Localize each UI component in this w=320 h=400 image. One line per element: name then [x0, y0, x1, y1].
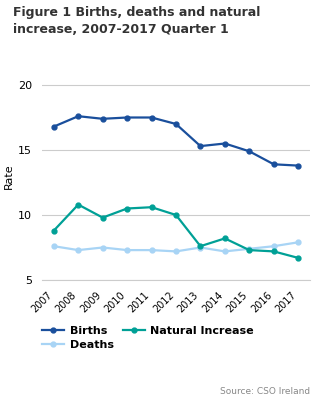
Births [125, 115, 129, 120]
Deaths [76, 248, 80, 252]
Deaths [174, 249, 178, 254]
Natural Increase [247, 248, 251, 252]
Natural Increase [272, 249, 276, 254]
Line: Deaths: Deaths [52, 240, 300, 254]
Line: Natural Increase: Natural Increase [52, 202, 300, 260]
Deaths [150, 248, 154, 252]
Natural Increase [174, 213, 178, 218]
Text: Figure 1 Births, deaths and natural
increase, 2007-2017 Quarter 1: Figure 1 Births, deaths and natural incr… [13, 6, 260, 36]
Births [223, 141, 227, 146]
Births [272, 162, 276, 167]
Births [174, 122, 178, 126]
Deaths [223, 249, 227, 254]
Deaths [198, 245, 202, 250]
Deaths [125, 248, 129, 252]
Y-axis label: Rate: Rate [4, 163, 13, 189]
Text: Source: CSO Ireland: Source: CSO Ireland [220, 387, 310, 396]
Births [76, 114, 80, 118]
Natural Increase [296, 256, 300, 260]
Births [247, 149, 251, 154]
Natural Increase [150, 205, 154, 210]
Natural Increase [101, 215, 105, 220]
Births [296, 163, 300, 168]
Line: Births: Births [52, 114, 300, 168]
Deaths [52, 244, 56, 248]
Deaths [101, 245, 105, 250]
Births [101, 116, 105, 121]
Natural Increase [52, 228, 56, 233]
Births [52, 124, 56, 129]
Natural Increase [76, 202, 80, 207]
Natural Increase [125, 206, 129, 211]
Deaths [247, 246, 251, 251]
Natural Increase [223, 236, 227, 241]
Deaths [296, 240, 300, 245]
Deaths [272, 244, 276, 248]
Births [198, 144, 202, 148]
Natural Increase [198, 244, 202, 248]
Births [150, 115, 154, 120]
Legend: Births, Deaths, Natural Increase: Births, Deaths, Natural Increase [37, 321, 259, 354]
